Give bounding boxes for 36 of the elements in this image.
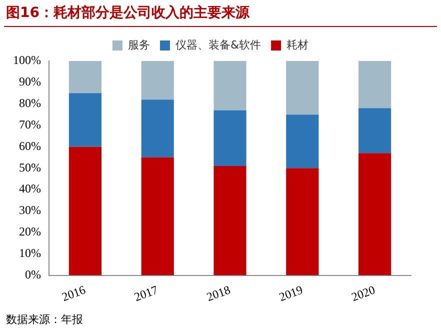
legend-label: 仪器、装备&软件 (175, 38, 262, 52)
x-tick-label: 2017 (132, 282, 160, 304)
bar (358, 153, 392, 276)
bar (286, 168, 319, 276)
y-tick-label: 0% (24, 267, 41, 282)
bar (141, 157, 174, 276)
bar (358, 108, 392, 154)
x-tick-label: 2016 (60, 282, 88, 304)
y-tick-label: 90% (18, 74, 41, 89)
x-tick-label: 2018 (204, 282, 232, 304)
chart-title: 图16：耗材部分是公司收入的主要来源 (6, 4, 250, 22)
bar (358, 61, 392, 108)
legend-label: 耗材 (286, 38, 309, 52)
x-tick-label: 2019 (277, 282, 305, 304)
bar (214, 61, 246, 110)
y-tick-label: 50% (18, 160, 41, 174)
bar (141, 100, 174, 158)
y-tick-label: 20% (18, 224, 41, 239)
bar (214, 110, 246, 166)
bar (68, 61, 102, 94)
y-tick-label: 80% (18, 96, 41, 110)
bar (286, 61, 319, 115)
bar (68, 146, 102, 276)
y-tick-label: 70% (18, 117, 41, 132)
bar (214, 166, 246, 276)
x-tick-label: 2020 (350, 282, 377, 304)
source-note: 数据来源：年报 (6, 312, 83, 327)
bar (141, 61, 174, 100)
y-tick-label: 40% (18, 182, 41, 196)
bar (68, 93, 102, 147)
y-tick-label: 60% (18, 138, 41, 153)
bar (286, 114, 319, 168)
y-tick-label: 10% (18, 246, 41, 260)
y-tick-label: 30% (18, 203, 41, 218)
y-tick-label: 100% (12, 53, 41, 68)
legend-label: 服务 (128, 38, 150, 52)
